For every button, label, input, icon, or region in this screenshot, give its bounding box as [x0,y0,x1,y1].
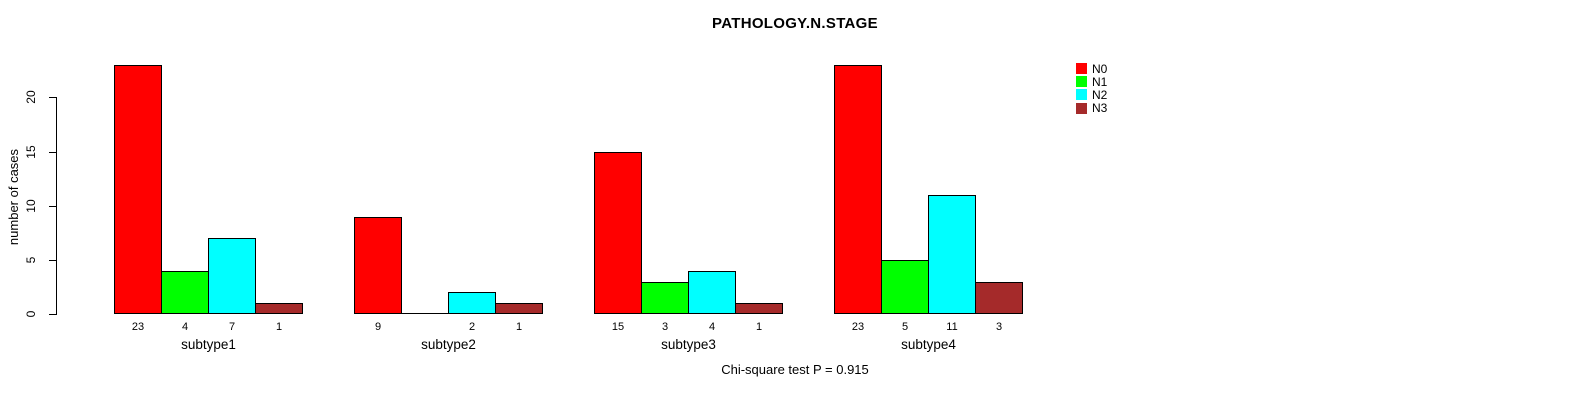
bar-value-label: 9 [374,321,382,333]
bar-N2-subtype3 [688,271,736,314]
legend-item-N0: N0 [1076,62,1107,75]
bar-N2-subtype2 [448,292,496,314]
y-axis-line [56,97,57,315]
legend-swatch-N0 [1076,63,1087,75]
bar-value-label: 15 [611,321,625,333]
y-tick-label: 15 [24,145,38,159]
bar-value-label: 23 [851,321,865,333]
bar-value-label: 7 [228,321,236,333]
y-tick-mark [49,260,56,261]
legend-label: N1 [1092,74,1108,89]
bar-N3-subtype4 [975,282,1023,314]
y-tick-mark [49,152,56,153]
bar-N0-subtype2 [354,217,402,314]
bar-N0-subtype3 [594,152,642,314]
bar-N0-subtype4 [834,65,882,314]
y-tick-mark [49,97,56,98]
bar-N1-subtype3 [641,282,689,314]
bar-value-label: 1 [755,321,763,333]
bar-value-label: 5 [901,321,909,333]
bar-N1-subtype2-zero [401,313,449,314]
legend-label: N0 [1092,61,1108,76]
category-label-subtype2: subtype2 [421,337,476,352]
bar-value-label: 23 [131,321,145,333]
bar-value-label: 3 [661,321,669,333]
bar-N3-subtype3 [735,303,783,314]
y-tick-label: 20 [24,90,38,104]
y-tick-mark [49,314,56,315]
bar-N3-subtype1 [255,303,303,314]
bar-value-label: 4 [181,321,189,333]
bar-value-label: 1 [515,321,523,333]
y-tick-label: 0 [24,310,38,318]
y-tick-label: 10 [24,199,38,213]
bar-N3-subtype2 [495,303,543,314]
bar-N2-subtype1 [208,238,256,314]
chart-title: PATHOLOGY.N.STAGE [712,15,878,32]
bar-N2-subtype4 [928,195,976,314]
legend-label: N3 [1092,101,1108,116]
category-label-subtype3: subtype3 [661,337,716,352]
legend-item-N1: N1 [1076,75,1107,88]
bar-value-label: 3 [995,321,1003,333]
category-label-subtype1: subtype1 [181,337,236,352]
legend-item-N3: N3 [1076,102,1107,115]
legend: N0 N1 N2 N3 [1076,62,1107,115]
bar-N1-subtype4 [881,260,929,314]
bar-N0-subtype1 [114,65,162,314]
legend-swatch-N2 [1076,89,1087,101]
bar-value-label: 2 [468,321,476,333]
y-tick-label: 5 [24,256,38,264]
legend-item-N2: N2 [1076,88,1107,101]
y-axis-label: number of cases [6,148,21,246]
y-tick-mark [49,206,56,207]
chi-square-annotation: Chi-square test P = 0.915 [721,362,869,377]
bar-N1-subtype1 [161,271,209,314]
legend-swatch-N3 [1076,102,1087,114]
category-label-subtype4: subtype4 [901,337,956,352]
bar-value-label: 11 [946,321,958,333]
legend-swatch-N1 [1076,76,1087,88]
bar-value-label: 4 [708,321,716,333]
bar-value-label: 1 [275,321,283,333]
legend-label: N2 [1092,87,1108,102]
